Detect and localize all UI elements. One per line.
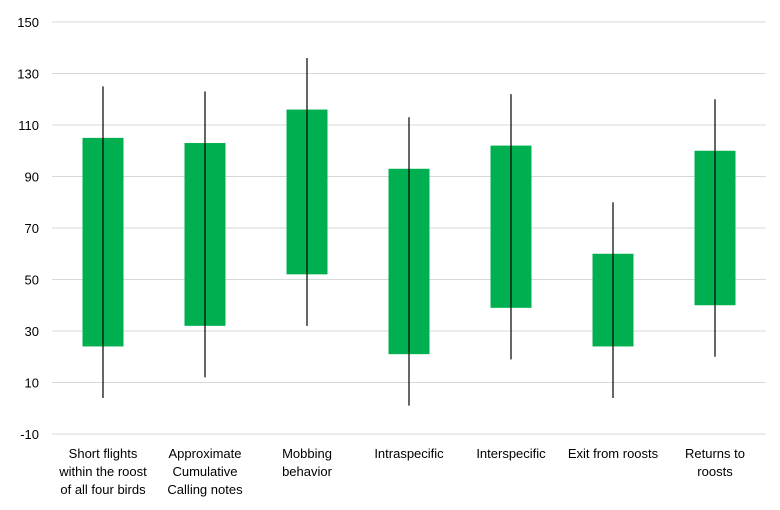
y-tick-label: 150 <box>17 15 39 30</box>
category-label: Short flights within the roost of all four… <box>58 446 147 497</box>
y-tick-label: 70 <box>25 221 39 236</box>
candle-4 <box>490 94 532 360</box>
candle-3 <box>388 117 430 406</box>
category-label: Approximate Cumulative Calling notes <box>167 446 243 497</box>
y-tick-label: 90 <box>25 170 39 185</box>
x-axis-category-labels: Short flights within the roost of all four… <box>58 446 745 497</box>
y-tick-label: 50 <box>25 273 39 288</box>
y-tick-label: 30 <box>25 324 39 339</box>
candle-0 <box>82 86 124 398</box>
category-label: Interspecific <box>476 446 546 461</box>
y-axis-tick-labels: -10 10 30 50 70 90 110 130 150 <box>17 15 39 442</box>
candle-2 <box>286 58 328 326</box>
category-label: Exit from roosts <box>568 446 659 461</box>
y-tick-label: 110 <box>18 118 39 133</box>
y-tick-label: 130 <box>17 67 39 82</box>
candle-6 <box>694 99 736 357</box>
candlestick-series <box>82 58 736 406</box>
candle-1 <box>184 91 226 378</box>
category-label: Returns to roosts <box>685 446 745 479</box>
y-tick-label: 10 <box>25 376 39 391</box>
y-tick-label: -10 <box>20 427 39 442</box>
category-label: Intraspecific <box>374 446 444 461</box>
category-label: Mobbing behavior <box>282 446 333 479</box>
candle-5 <box>592 202 634 398</box>
